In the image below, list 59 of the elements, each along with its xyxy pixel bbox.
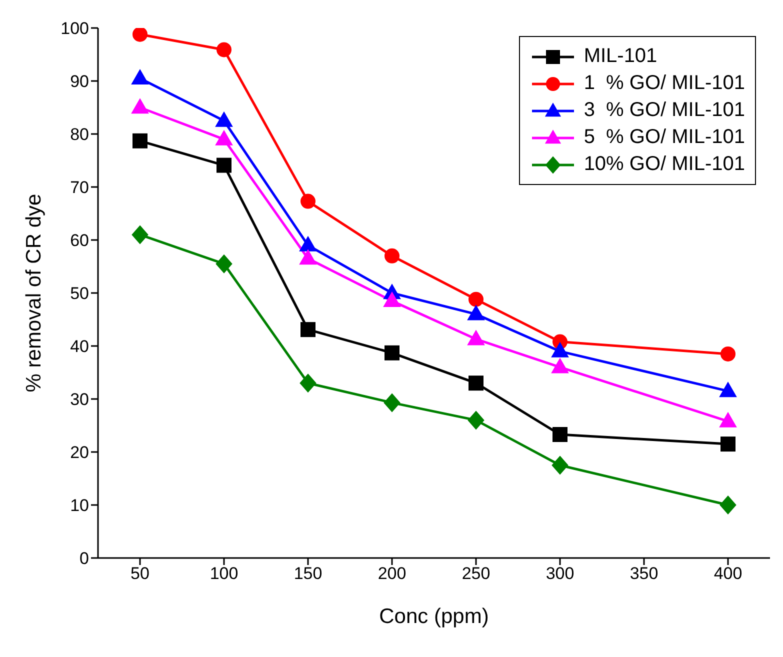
point	[216, 158, 232, 173]
point	[132, 133, 148, 148]
y-tick-label: 60	[70, 231, 89, 250]
y-tick-label: 80	[70, 125, 89, 144]
point	[551, 358, 569, 374]
y-tick-label: 70	[70, 178, 89, 198]
x-tick-label: 50	[130, 564, 150, 584]
y-tick-label: 10	[70, 496, 89, 516]
point	[299, 236, 317, 252]
y-tick-label: 50	[70, 284, 89, 304]
point	[215, 112, 233, 127]
point	[552, 456, 568, 474]
legend-label: MIL-101	[584, 45, 658, 68]
point	[719, 382, 737, 398]
x-axis-title: Conc (ppm)	[379, 605, 489, 628]
point	[384, 248, 400, 264]
y-tick-label: 30	[70, 390, 89, 410]
point	[131, 98, 149, 114]
x-tick-label: 250	[462, 564, 490, 584]
point	[132, 225, 148, 244]
point	[300, 322, 316, 338]
point	[215, 130, 233, 146]
point	[384, 393, 400, 412]
point	[383, 292, 401, 308]
point	[216, 254, 232, 274]
point	[384, 345, 400, 360]
point	[468, 292, 484, 307]
point	[467, 330, 485, 346]
point	[216, 42, 232, 58]
y-axis-title: % removal of CR dye	[22, 194, 46, 392]
point	[468, 376, 484, 391]
legend-label: 1 % GO/ MIL-101	[584, 72, 745, 95]
point	[300, 194, 316, 209]
point	[720, 496, 736, 514]
x-tick-label: 300	[546, 564, 574, 584]
x-tick-label: 200	[378, 564, 406, 584]
point	[720, 346, 736, 362]
x-tick-label: 400	[714, 564, 742, 584]
point	[299, 250, 317, 265]
y-tick-label: 0	[80, 549, 89, 568]
point	[300, 374, 316, 392]
legend-label: 3 % GO/ MIL-101	[584, 99, 745, 122]
legend-label: 10% GO/ MIL-101	[584, 153, 745, 176]
point	[551, 342, 569, 358]
point	[552, 427, 568, 442]
point	[467, 305, 485, 320]
point	[720, 436, 736, 452]
x-tick-label: 350	[630, 564, 658, 584]
y-tick-label: 40	[70, 337, 89, 356]
point	[131, 69, 149, 84]
y-tick-label: 100	[60, 19, 89, 38]
y-tick-label: 90	[70, 72, 89, 92]
point	[719, 412, 737, 428]
x-tick-label: 100	[210, 564, 238, 584]
y-tick-label: 20	[70, 443, 89, 462]
point	[468, 410, 484, 430]
x-tick-label: 150	[294, 564, 322, 584]
legend-label: 5 % GO/ MIL-101	[584, 126, 745, 149]
point	[132, 28, 148, 42]
